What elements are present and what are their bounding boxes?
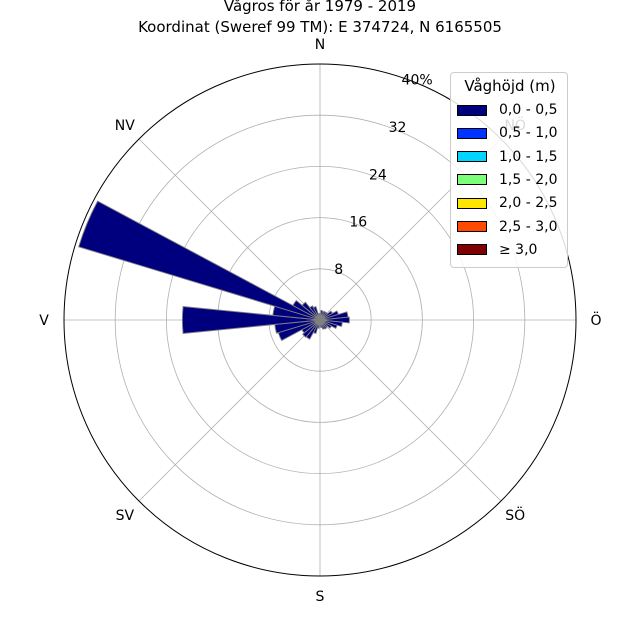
sector-bar bbox=[319, 316, 350, 324]
legend-label: 0,0 - 0,5 bbox=[499, 102, 558, 118]
chart-title: Vågros för år 1979 - 2019 bbox=[223, 0, 417, 15]
legend-item: 2,0 - 2,5 bbox=[457, 194, 557, 212]
legend-swatch bbox=[457, 104, 487, 116]
grid-spoke bbox=[138, 138, 321, 321]
legend-swatch bbox=[457, 221, 487, 232]
direction-label: SÖ bbox=[505, 506, 525, 524]
direction-label: V bbox=[39, 313, 49, 329]
legend-item: 0,0 - 0,5 bbox=[457, 101, 557, 119]
direction-label: SV bbox=[116, 508, 135, 524]
legend-swatch bbox=[457, 174, 487, 186]
sector-bar bbox=[78, 200, 321, 321]
radial-tick-label: 8 bbox=[334, 262, 343, 278]
direction-label: N bbox=[315, 37, 325, 53]
legend-label: 1,0 - 1,5 bbox=[499, 148, 558, 165]
legend-label: 1,5 - 2,0 bbox=[499, 171, 558, 188]
grid-spoke bbox=[319, 319, 502, 502]
legend-label: 0,5 - 1,0 bbox=[499, 125, 558, 142]
radial-tick-label: 32 bbox=[389, 120, 407, 136]
legend-swatch bbox=[457, 151, 487, 163]
legend-label: 2,0 - 2,5 bbox=[499, 195, 558, 212]
polar-frame bbox=[63, 63, 577, 577]
legend-item: 1,5 - 2,0 bbox=[457, 171, 557, 189]
direction-label: NV bbox=[115, 118, 135, 134]
radial-tick-label: 16 bbox=[349, 215, 367, 231]
legend: Våghöjd (m) 0,0 - 0,5 0,5 - 1,0 1,0 - 1,5 1… bbox=[450, 72, 568, 268]
legend-item: 1,0 - 1,5 bbox=[457, 148, 557, 166]
sector-bar bbox=[312, 305, 321, 321]
legend-title: Våghöjd (m) bbox=[464, 77, 556, 95]
radial-tick-label: 24 bbox=[369, 167, 387, 183]
sector-bar bbox=[317, 313, 321, 321]
direction-label: Ö bbox=[590, 311, 601, 329]
legend-label: 2,5 - 3,0 bbox=[499, 218, 558, 235]
legend-swatch bbox=[457, 244, 487, 256]
legend-swatch bbox=[457, 197, 487, 209]
legend-item: 0,5 - 1,0 bbox=[457, 124, 557, 142]
sector-bar bbox=[181, 306, 321, 334]
direction-label: S bbox=[316, 589, 325, 605]
legend-label: ≥ 3,0 bbox=[499, 241, 538, 258]
legend-item: 2,5 - 3,0 bbox=[457, 218, 557, 236]
sector-bar bbox=[309, 305, 321, 321]
sector-bar bbox=[292, 299, 321, 321]
sector-bar bbox=[302, 319, 321, 338]
radial-tick-label: 40% bbox=[402, 73, 433, 89]
chart-subtitle: Koordinat (Sweref 99 TM): E 374724, N 61… bbox=[138, 18, 502, 36]
legend-swatch bbox=[457, 127, 487, 139]
grid-spoke bbox=[138, 319, 321, 502]
sector-bar bbox=[301, 301, 321, 321]
legend-item: ≥ 3,0 bbox=[457, 241, 537, 259]
